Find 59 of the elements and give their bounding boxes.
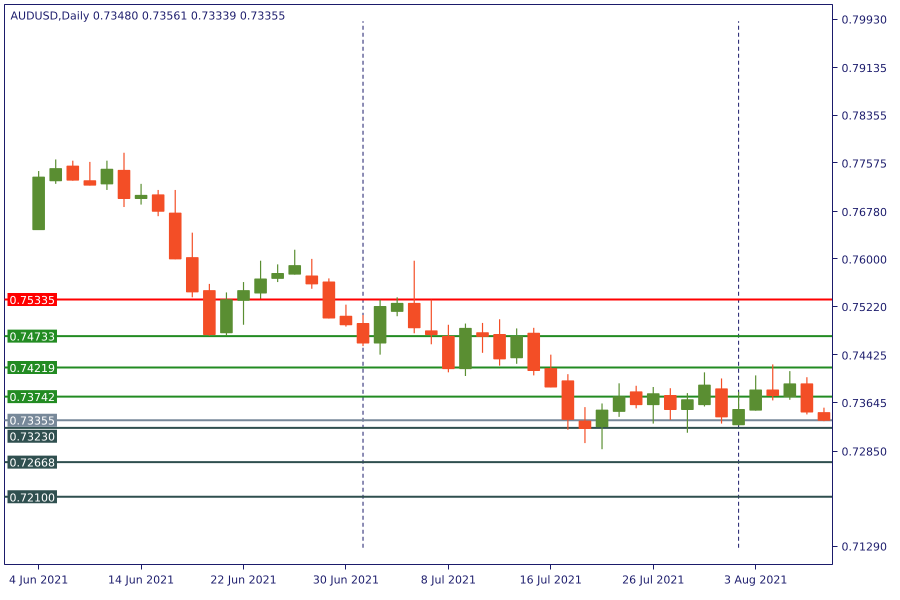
- candlestick: [66, 160, 80, 182]
- candlestick: [84, 161, 96, 186]
- candlestick: [476, 322, 489, 354]
- candlestick: [698, 372, 711, 408]
- ref-line-label: 0.73742: [10, 391, 55, 404]
- candlestick: [49, 158, 62, 184]
- x-tick-label: 16 Jul 2021: [520, 574, 582, 586]
- ref-line-label: 0.73230: [10, 430, 55, 444]
- y-tick-label: 0.73645: [842, 397, 887, 410]
- ref-line-label: 0.74219: [10, 362, 55, 376]
- candlestick: [271, 264, 284, 283]
- candlestick: [340, 304, 352, 328]
- candlestick: [818, 407, 830, 422]
- candlestick: [544, 354, 558, 388]
- y-tick-label: 0.74425: [842, 349, 887, 362]
- candlestick: [664, 388, 677, 421]
- candlestick: [681, 392, 694, 434]
- candlestick: [356, 314, 370, 347]
- ref-line-label: 0.73355: [10, 414, 55, 428]
- candlestick: [390, 296, 404, 317]
- x-tick-label: 22 Jun 2021: [210, 574, 277, 586]
- candlestick: [288, 249, 302, 276]
- ref-line-label: 0.75335: [10, 294, 55, 307]
- y-tick-label: 0.77575: [842, 157, 887, 170]
- candlestick: [612, 382, 626, 418]
- y-tick-label: 0.75220: [842, 300, 887, 314]
- y-tick-label: 0.76780: [842, 206, 887, 219]
- candlestick: [732, 391, 745, 426]
- candlestick: [305, 258, 318, 290]
- x-tick-label: 14 Jun 2021: [108, 574, 174, 586]
- candlestick: [749, 374, 762, 412]
- candlestick: [254, 260, 267, 300]
- ref-line-label: 0.74733: [10, 330, 55, 344]
- y-tick-label: 0.71290: [842, 540, 887, 554]
- y-tick-label: 0.79930: [842, 14, 887, 27]
- x-tick-label: 30 Jun 2021: [312, 574, 380, 586]
- x-tick-label: 8 Jul 2021: [420, 574, 476, 586]
- y-tick-label: 0.79135: [842, 62, 887, 76]
- candlestick: [237, 281, 250, 326]
- y-tick-label: 0.76000: [842, 253, 887, 266]
- x-tick-label: 26 Jul 2021: [622, 574, 684, 586]
- candlestick: [134, 183, 148, 206]
- candlestick: [152, 189, 164, 217]
- x-tick-label: 4 Jun 2021: [9, 574, 68, 586]
- candlestick: [646, 386, 660, 424]
- x-tick-label: 3 Aug 2021: [724, 574, 788, 586]
- candlestick: [766, 364, 780, 402]
- ref-line-label: 0.72100: [10, 491, 55, 504]
- candlestick: [578, 406, 592, 444]
- candlestick: [510, 328, 523, 364]
- candlestick: [596, 402, 608, 450]
- y-tick-label: 0.78355: [842, 110, 887, 123]
- candlestick: [784, 370, 796, 400]
- candlestick: [630, 385, 642, 409]
- y-tick-label: 0.72850: [842, 446, 887, 459]
- candlestick: [425, 299, 438, 345]
- candlestick: [100, 160, 114, 191]
- text: AUDUSD,Daily 0.73480 0.73561 0.73339 0.73355: [10, 10, 286, 22]
- ref-line-label: 0.72668: [10, 456, 55, 470]
